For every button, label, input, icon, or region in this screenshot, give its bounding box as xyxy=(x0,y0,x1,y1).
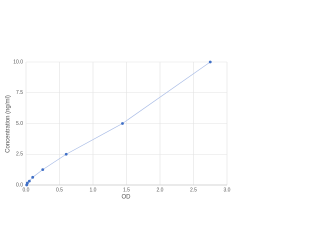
y-tick-label: 0.0 xyxy=(16,182,23,188)
x-tick-label: 0.0 xyxy=(23,187,30,193)
data-point xyxy=(27,179,31,183)
y-tick-label: 5.0 xyxy=(16,121,23,127)
data-point xyxy=(41,168,45,172)
x-tick-label: 1.0 xyxy=(90,187,97,193)
x-tick-label: 2.5 xyxy=(190,187,197,193)
data-point xyxy=(31,175,35,179)
x-tick-label: 3.0 xyxy=(224,187,231,193)
data-point xyxy=(25,181,29,185)
x-tick-label: 2.0 xyxy=(157,187,164,193)
chart: OD Concentration (ng/ml) 0.0 2.5 5.0 7.5 10.… xyxy=(6,59,231,201)
x-axis-title: OD xyxy=(122,195,132,201)
data-point xyxy=(64,152,68,156)
x-tick-label: 1.5 xyxy=(123,187,130,193)
y-axis-title: Concentration (ng/ml) xyxy=(6,95,12,153)
y-tick-label: 10.0 xyxy=(13,59,23,65)
y-tick-label: 2.5 xyxy=(16,152,23,158)
y-tick-label: 7.5 xyxy=(16,90,23,96)
data-point xyxy=(121,122,124,125)
x-tick-label: 0.5 xyxy=(56,187,63,193)
data-point xyxy=(208,60,212,64)
